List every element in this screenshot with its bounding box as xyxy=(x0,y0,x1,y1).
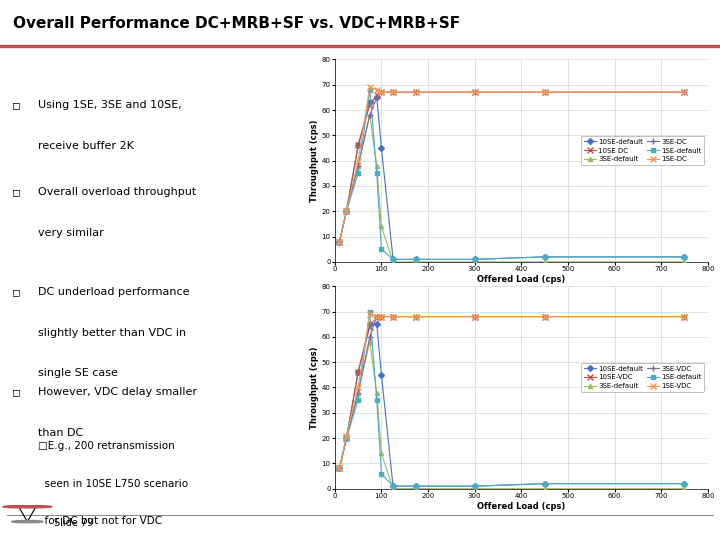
Text: □E.g., 200 retransmission: □E.g., 200 retransmission xyxy=(37,441,174,451)
Circle shape xyxy=(20,505,52,508)
Text: single SE case: single SE case xyxy=(37,368,117,379)
Text: receive buffer 2K: receive buffer 2K xyxy=(37,141,133,151)
Legend: 10SE-default, 10SE-VDC, 3SE-default, 3SE-VDC, 1SE-default, 1SE-VDC: 10SE-default, 10SE-VDC, 3SE-default, 3SE… xyxy=(581,363,704,392)
Text: Overall overload throughput: Overall overload throughput xyxy=(37,187,196,197)
Y-axis label: Throughput (cps): Throughput (cps) xyxy=(310,119,319,202)
Text: slightly better than VDC in: slightly better than VDC in xyxy=(37,328,186,338)
Text: Slide 79: Slide 79 xyxy=(54,518,94,528)
Text: □: □ xyxy=(13,387,20,397)
Text: for DC but not for VDC: for DC but not for VDC xyxy=(37,516,162,526)
Text: □: □ xyxy=(13,187,20,197)
Text: Overall Performance DC+MRB+SF vs. VDC+MRB+SF: Overall Performance DC+MRB+SF vs. VDC+MR… xyxy=(13,16,460,31)
Y-axis label: Throughput (cps): Throughput (cps) xyxy=(310,346,319,429)
Circle shape xyxy=(12,521,43,523)
Text: very similar: very similar xyxy=(37,228,104,238)
Text: □: □ xyxy=(13,100,20,110)
Text: Using 1SE, 3SE and 10SE,: Using 1SE, 3SE and 10SE, xyxy=(37,100,181,110)
Text: However, VDC delay smaller: However, VDC delay smaller xyxy=(37,387,197,397)
Circle shape xyxy=(3,505,35,508)
Text: DC underload performance: DC underload performance xyxy=(37,287,189,297)
Text: seen in 10SE L750 scenario: seen in 10SE L750 scenario xyxy=(37,478,188,489)
X-axis label: Offered Load (cps): Offered Load (cps) xyxy=(477,502,565,511)
Text: □: □ xyxy=(13,287,20,297)
X-axis label: Offered Load (cps): Offered Load (cps) xyxy=(477,275,565,284)
Text: than DC: than DC xyxy=(37,428,83,438)
Legend: 10SE-default, 10SE DC, 3SE-default, 3SE-DC, 1SE-default, 1SE-DC: 10SE-default, 10SE DC, 3SE-default, 3SE-… xyxy=(581,136,704,165)
